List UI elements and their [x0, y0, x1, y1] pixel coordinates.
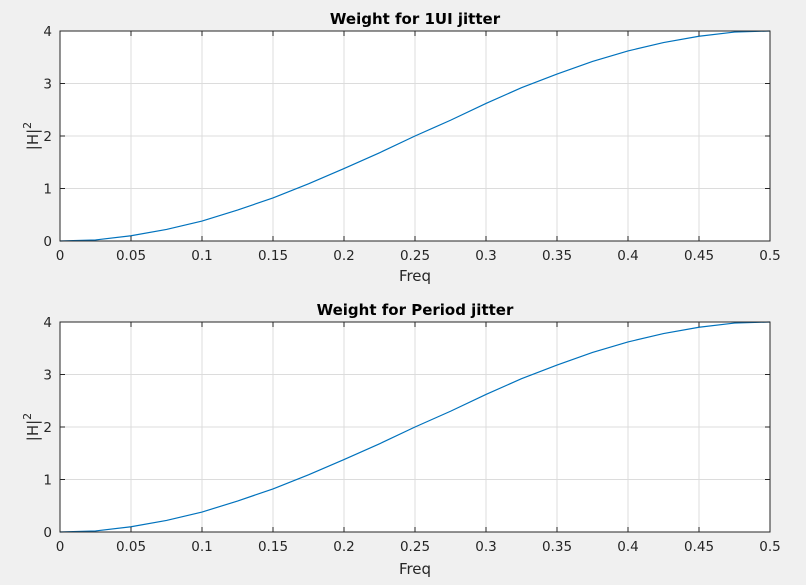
x-tick-label: 0.35: [542, 248, 572, 264]
y-tick-label: 1: [43, 182, 52, 198]
x-tick-label: 0.05: [116, 539, 146, 555]
x-tick-label: 0.25: [400, 248, 430, 264]
x-axis-label: Freq: [399, 560, 431, 578]
y-tick-label: 0: [43, 525, 52, 541]
y-axis-label-superscript: 2: [21, 122, 34, 129]
x-tick-label: 0.2: [333, 248, 354, 264]
y-axis-label-main: |H|: [24, 420, 42, 441]
x-tick-label: 0.2: [333, 539, 354, 555]
x-tick-label: 0.35: [542, 539, 572, 555]
x-tick-label: 0.45: [684, 248, 714, 264]
x-tick-label: 0.45: [684, 539, 714, 555]
y-tick-label: 2: [43, 420, 52, 436]
x-axis-label: Freq: [399, 267, 431, 285]
y-tick-label: 4: [43, 315, 52, 331]
y-tick-label: 3: [43, 77, 52, 93]
x-tick-label: 0.3: [475, 539, 496, 555]
series-line: [59, 321, 771, 533]
x-tick-label: 0.25: [400, 539, 430, 555]
x-tick-label: 0.4: [617, 248, 638, 264]
y-tick-label: 0: [43, 234, 52, 250]
y-tick-label: 2: [43, 129, 52, 145]
x-tick-label: 0: [56, 248, 65, 264]
subplot-period-jitter: 0 0.05 0.1 0.15 0.2 0.25 0.3 0.35 0.4 0.45 0.5 0 1 2 3…: [21, 301, 781, 578]
x-tick-label: 0.15: [258, 248, 288, 264]
chart-title: Weight for Period jitter: [317, 301, 514, 319]
series-line: [59, 30, 771, 242]
x-tick-label: 0.5: [759, 248, 780, 264]
y-tick-label: 3: [43, 368, 52, 384]
y-axis-label-main: |H|: [24, 129, 42, 150]
x-tick-label: 0.5: [759, 539, 780, 555]
y-tick-label: 4: [43, 24, 52, 40]
y-axis-label-superscript: 2: [21, 413, 34, 420]
x-tick-label: 0.15: [258, 539, 288, 555]
subplot-1ui-jitter: 0 0.05 0.1 0.15 0.2 0.25 0.3 0.35 0.4 0.45 0.5 0 1 2 3…: [21, 10, 781, 285]
x-tick-label: 0.3: [475, 248, 496, 264]
ticks: 0 0.05 0.1 0.15 0.2 0.25 0.3 0.35 0.4 0.45 0.5 0 1 2 3…: [43, 24, 780, 264]
x-tick-label: 0.4: [617, 539, 638, 555]
x-tick-label: 0.05: [116, 248, 146, 264]
y-axis-label: |H|2: [21, 122, 42, 150]
y-axis-label: |H|2: [21, 413, 42, 441]
y-tick-label: 1: [43, 473, 52, 489]
x-tick-label: 0.1: [191, 248, 212, 264]
x-tick-label: 0: [56, 539, 65, 555]
ticks: 0 0.05 0.1 0.15 0.2 0.25 0.3 0.35 0.4 0.45 0.5 0 1 2 3…: [43, 315, 780, 555]
chart-title: Weight for 1UI jitter: [330, 10, 501, 28]
x-tick-label: 0.1: [191, 539, 212, 555]
